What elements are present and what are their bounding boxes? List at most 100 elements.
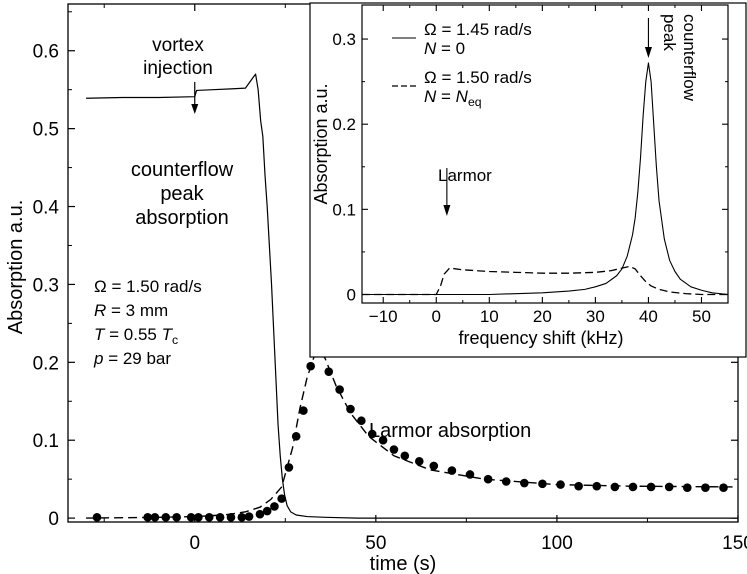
larmor-data-point [244,512,254,521]
inset-legend-entry2-line2: N = Neq [424,87,482,109]
inset-legend-entry1-line1: Ω = 1.45 rad/s [424,20,532,39]
main-x-tick-label: 150 [722,533,747,554]
larmor-data-point [610,482,620,492]
larmor-data-point [335,385,344,394]
main-y-tick-label: 0.2 [33,353,59,374]
series-counterflow-line [86,73,738,519]
inset-legend-entry2-line1: Ω = 1.50 rad/s [424,68,532,87]
inset-x-tick-label: 0 [432,307,441,326]
larmor-data-point [556,480,565,489]
larmor-data-point [501,477,511,486]
larmor-data-point [306,361,315,371]
main-y-tick-label: 0.5 [33,120,59,141]
inset-y-tick-label: 0 [347,285,356,304]
main-y-tick-label: 0 [48,509,59,530]
larmor-data-point [215,513,225,522]
larmor-data-point [299,406,308,415]
inset-counterflow-label-line1: counterflow [680,14,699,102]
main-x-axis-label: time (s) [370,553,437,574]
larmor-data-point [291,432,301,441]
larmor-data-point [447,466,457,475]
main-y-tick-label: 0.3 [33,275,59,296]
main-y-tick-label: 0.4 [33,198,60,219]
larmor-data-point [143,513,152,522]
larmor-data-point [465,470,475,479]
larmor-absorption-label: Larmor absorption [369,420,531,442]
inset-counterflow-label-line2: peak [660,14,679,51]
inset-y-axis-label: Absorption a.u. [311,83,331,204]
larmor-data-point [270,502,279,511]
inset-y-tick-label: 0.1 [332,200,356,219]
param-temperature: T = 0.55 Tc [94,325,178,347]
vortex-injection-label-line1: vortex [152,35,204,56]
larmor-data-point [357,416,366,426]
main-x-tick-label: 50 [365,533,386,554]
main-y-tick-label: 0.1 [33,431,59,452]
larmor-data-point [646,482,656,492]
larmor-data-point [682,483,692,493]
larmor-data-point [400,451,410,461]
larmor-data-point [628,482,638,492]
inset-x-axis-label: frequency shift (kHz) [458,328,623,348]
param-radius: R = 3 mm [94,301,168,320]
inset-y-tick-label: 0.3 [332,30,356,49]
larmor-data-point [378,435,388,445]
counterflow-absorption-label-line1: counterflow [131,159,234,181]
larmor-data-point [284,463,294,472]
inset-series-n0-line [362,62,729,296]
larmor-data-point [538,479,547,489]
larmor-data-point [324,367,334,376]
larmor-data-point [483,474,493,484]
larmor-data-point [226,513,236,522]
inset-panel-border [309,2,747,358]
larmor-data-point [194,513,203,522]
main-x-tick-label: 0 [189,533,200,554]
main-y-axis-label: Absorption a.u. [5,200,27,335]
larmor-data-point [664,482,674,492]
larmor-data-point [346,404,355,414]
param-pressure: p = 29 bar [93,349,171,368]
larmor-data-point [701,483,710,493]
inset-larmor-label: Larmor [438,166,492,185]
vortex-injection-label-line2: injection [143,58,213,79]
main-y-tick-label: 0.6 [33,42,59,63]
inset-legend-entry1-line2: N = 0 [424,39,465,58]
larmor-data-point [277,494,286,503]
larmor-data-point [186,513,196,522]
inset-counterflow-arrowhead [644,47,652,58]
larmor-data-point [92,513,102,522]
main-x-tick-label: 100 [541,533,573,554]
larmor-data-point [367,429,377,439]
counterflow-absorption-label-line2: peak [160,183,204,205]
larmor-data-point [414,456,424,466]
inset-x-tick-label: 30 [586,307,605,326]
larmor-data-point [161,513,171,522]
larmor-data-point [389,445,399,454]
larmor-data-point [150,513,160,522]
inset-larmor-arrowhead [443,205,451,216]
larmor-data-point [237,513,247,522]
larmor-data-point [574,481,583,491]
inset-x-tick-label: 20 [533,307,552,326]
vortex-injection-arrowhead [191,104,199,114]
larmor-data-point [520,478,529,488]
inset-x-tick-label: 40 [639,307,658,326]
inset-y-tick-label: 0.2 [332,115,356,134]
counterflow-absorption-label-line3: absorption [135,207,228,229]
inset-plot-frame [361,4,729,304]
inset-series-neq-line [362,265,728,296]
inset-x-tick-label: −10 [369,307,398,326]
param-omega: Ω = 1.50 rad/s [94,277,202,296]
inset-x-tick-label: 50 [692,307,711,326]
larmor-data-point [262,506,272,516]
larmor-data-point [719,483,728,493]
larmor-data-point [204,513,214,522]
larmor-data-point [255,509,265,519]
larmor-data-point [172,513,181,522]
larmor-data-point [429,461,439,471]
larmor-data-point [592,481,602,491]
inset-chart: −10 0 10 20 30 40 50 0 0.1 0.2 0.3 frequency shift … [309,2,747,358]
inset-x-tick-label: 10 [480,307,499,326]
